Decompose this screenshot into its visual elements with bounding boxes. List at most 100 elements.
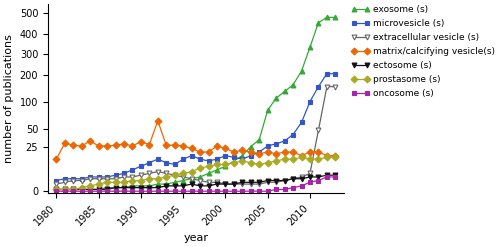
matrix/calcifying vesicle(s) (307, 150, 313, 153)
microvesicle (s) (155, 158, 161, 161)
prostasome (s) (79, 186, 85, 189)
ectosome (s) (172, 184, 177, 187)
extracellular vesicle (s) (121, 175, 127, 178)
ectosome (s) (256, 181, 262, 184)
matrix/calcifying vesicle(s) (54, 158, 60, 161)
ectosome (s) (121, 186, 127, 189)
extracellular vesicle (s) (188, 177, 194, 180)
oncosome (s) (155, 190, 161, 193)
oncosome (s) (112, 190, 118, 193)
matrix/calcifying vesicle(s) (206, 150, 212, 153)
extracellular vesicle (s) (112, 177, 118, 180)
microvesicle (s) (121, 172, 127, 175)
oncosome (s) (130, 190, 136, 193)
prostasome (s) (231, 161, 237, 164)
extracellular vesicle (s) (256, 183, 262, 185)
oncosome (s) (282, 188, 288, 191)
ectosome (s) (248, 181, 254, 184)
extracellular vesicle (s) (316, 129, 322, 132)
extracellular vesicle (s) (70, 179, 76, 182)
extracellular vesicle (s) (54, 183, 60, 185)
exosome (s) (146, 184, 152, 187)
oncosome (s) (180, 190, 186, 193)
matrix/calcifying vesicle(s) (290, 150, 296, 153)
matrix/calcifying vesicle(s) (180, 144, 186, 147)
exosome (s) (104, 186, 110, 189)
prostasome (s) (222, 163, 228, 166)
ectosome (s) (104, 188, 110, 191)
exosome (s) (180, 179, 186, 182)
ectosome (s) (332, 174, 338, 177)
matrix/calcifying vesicle(s) (121, 142, 127, 145)
prostasome (s) (62, 188, 68, 191)
microvesicle (s) (146, 161, 152, 164)
ectosome (s) (54, 188, 60, 191)
oncosome (s) (324, 175, 330, 178)
exosome (s) (256, 138, 262, 141)
oncosome (s) (231, 190, 237, 193)
matrix/calcifying vesicle(s) (155, 119, 161, 122)
matrix/calcifying vesicle(s) (248, 150, 254, 153)
exosome (s) (138, 184, 144, 187)
oncosome (s) (146, 190, 152, 193)
oncosome (s) (172, 190, 177, 193)
extracellular vesicle (s) (164, 172, 170, 175)
oncosome (s) (273, 188, 279, 191)
oncosome (s) (214, 190, 220, 193)
ectosome (s) (96, 188, 102, 191)
matrix/calcifying vesicle(s) (62, 142, 68, 144)
extracellular vesicle (s) (332, 85, 338, 88)
ectosome (s) (298, 177, 304, 180)
oncosome (s) (222, 190, 228, 193)
prostasome (s) (248, 161, 254, 164)
matrix/calcifying vesicle(s) (231, 150, 237, 153)
oncosome (s) (54, 190, 60, 193)
oncosome (s) (197, 190, 203, 193)
matrix/calcifying vesicle(s) (79, 144, 85, 147)
prostasome (s) (87, 184, 93, 187)
extracellular vesicle (s) (324, 85, 330, 88)
exosome (s) (54, 188, 60, 191)
exosome (s) (155, 183, 161, 185)
matrix/calcifying vesicle(s) (264, 150, 270, 153)
oncosome (s) (62, 190, 68, 193)
ectosome (s) (264, 179, 270, 182)
oncosome (s) (316, 179, 322, 182)
oncosome (s) (188, 190, 194, 193)
exosome (s) (264, 109, 270, 112)
microvesicle (s) (188, 154, 194, 157)
microvesicle (s) (180, 158, 186, 161)
prostasome (s) (197, 166, 203, 169)
extracellular vesicle (s) (138, 174, 144, 177)
prostasome (s) (332, 156, 338, 159)
extracellular vesicle (s) (240, 183, 246, 185)
ectosome (s) (206, 184, 212, 187)
prostasome (s) (264, 161, 270, 164)
prostasome (s) (70, 188, 76, 191)
microvesicle (s) (307, 100, 313, 103)
matrix/calcifying vesicle(s) (214, 144, 220, 147)
microvesicle (s) (138, 165, 144, 168)
exosome (s) (222, 165, 228, 168)
exosome (s) (273, 97, 279, 100)
prostasome (s) (164, 175, 170, 178)
microvesicle (s) (164, 161, 170, 164)
matrix/calcifying vesicle(s) (96, 144, 102, 147)
X-axis label: year: year (184, 233, 208, 243)
Line: microvesicle (s): microvesicle (s) (54, 71, 338, 183)
ectosome (s) (324, 174, 330, 177)
extracellular vesicle (s) (282, 179, 288, 182)
microvesicle (s) (54, 179, 60, 182)
extracellular vesicle (s) (273, 181, 279, 184)
extracellular vesicle (s) (172, 174, 177, 177)
microvesicle (s) (282, 140, 288, 143)
extracellular vesicle (s) (248, 183, 254, 185)
prostasome (s) (146, 177, 152, 180)
prostasome (s) (172, 174, 177, 177)
microvesicle (s) (172, 163, 177, 166)
microvesicle (s) (62, 177, 68, 180)
extracellular vesicle (s) (231, 183, 237, 185)
prostasome (s) (112, 181, 118, 184)
exosome (s) (282, 90, 288, 93)
exosome (s) (70, 188, 76, 191)
